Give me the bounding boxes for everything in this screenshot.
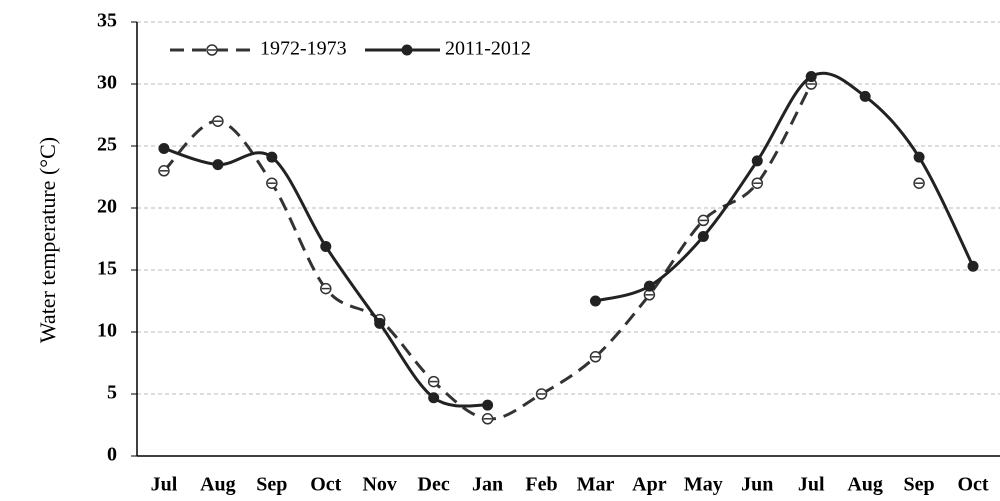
y-axis-label: Water temperature (°C) xyxy=(35,137,60,343)
x-tick-label: Nov xyxy=(362,474,396,496)
marker xyxy=(751,177,764,189)
marker xyxy=(482,399,494,411)
marker xyxy=(320,282,332,295)
marker xyxy=(374,317,386,329)
marker xyxy=(643,280,655,292)
x-tick-label: Sep xyxy=(904,474,935,496)
x-tick-label: Mar xyxy=(577,474,615,496)
y-tick-label: 10 xyxy=(97,320,117,342)
y-tick-label: 20 xyxy=(97,196,117,218)
x-tick-label: Aug xyxy=(847,474,883,496)
marker xyxy=(206,44,218,56)
marker xyxy=(805,71,817,83)
series-line xyxy=(164,84,919,419)
x-tick-label: Jul xyxy=(798,474,825,496)
marker xyxy=(266,151,278,163)
marker xyxy=(751,155,763,167)
x-tick-label: Oct xyxy=(957,474,988,496)
marker xyxy=(266,177,278,189)
marker xyxy=(401,44,413,56)
y-tick-label: 0 xyxy=(107,444,117,466)
marker xyxy=(158,165,170,177)
marker xyxy=(913,151,925,163)
series-line xyxy=(163,71,975,408)
x-tick-label: Jul xyxy=(151,474,178,496)
marker xyxy=(212,115,224,127)
x-tick-label: Dec xyxy=(418,474,450,496)
x-tick-label: Jun xyxy=(741,474,773,496)
marker xyxy=(535,388,548,400)
x-tick-label: Apr xyxy=(632,474,667,496)
marker xyxy=(697,231,709,243)
marker xyxy=(859,90,871,102)
y-tick-label: 30 xyxy=(97,72,117,94)
y-tick-label: 35 xyxy=(97,10,117,32)
marker xyxy=(913,177,925,189)
marker xyxy=(967,260,979,272)
marker xyxy=(697,214,710,227)
marker xyxy=(428,392,440,404)
marker xyxy=(212,159,224,171)
y-tick-label: 15 xyxy=(97,258,117,280)
x-tick-label: May xyxy=(684,474,723,496)
marker xyxy=(589,351,602,363)
y-tick-label: 25 xyxy=(97,134,117,156)
y-tick-label: 5 xyxy=(107,382,117,404)
marker xyxy=(481,413,494,425)
x-tick-label: Sep xyxy=(256,474,287,496)
legend-label: 2011-2012 xyxy=(445,38,531,60)
x-tick-label: Oct xyxy=(310,474,341,496)
marker xyxy=(427,375,440,388)
marker xyxy=(320,240,332,252)
marker xyxy=(158,142,170,154)
x-tick-label: Feb xyxy=(525,474,557,496)
x-tick-label: Aug xyxy=(200,474,236,496)
x-tick-label: Jan xyxy=(472,474,503,496)
legend-label: 1972-1973 xyxy=(260,38,347,60)
marker xyxy=(589,295,601,307)
